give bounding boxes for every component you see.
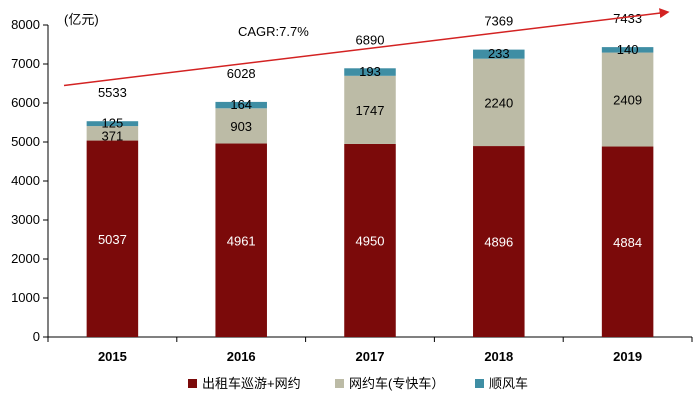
label-ride-hailing: 1747 bbox=[356, 103, 385, 118]
bar-segment-taxi bbox=[473, 146, 525, 337]
x-tick-label: 2017 bbox=[356, 349, 385, 364]
bar-segment-ride-hailing bbox=[473, 58, 525, 147]
total-label: 6890 bbox=[356, 32, 385, 47]
bar-segment-taxi bbox=[344, 143, 396, 337]
legend-item-taxi-label: 出租车巡游+网约 bbox=[202, 376, 301, 391]
x-tick-label: 2016 bbox=[227, 349, 256, 364]
bar-segment-ride-hailing bbox=[601, 52, 654, 147]
bar-segment-carpool bbox=[344, 68, 396, 76]
label-taxi: 5037 bbox=[98, 232, 127, 247]
y-tick-label: 5000 bbox=[11, 134, 40, 149]
legend-item-taxi-swatch bbox=[188, 379, 197, 388]
bar-segment-ride-hailing bbox=[215, 108, 267, 144]
label-ride-hailing: 2240 bbox=[484, 95, 513, 110]
x-axis: 2015 2016 2017 2018 2019 bbox=[47, 336, 693, 364]
y-tick-label: 7000 bbox=[11, 56, 40, 71]
y-axis: 0 1000 2000 3000 4000 5000 6000 7000 8000 bbox=[11, 17, 49, 344]
total-label: 5533 bbox=[98, 85, 127, 100]
bars bbox=[86, 47, 654, 337]
total-label: 6028 bbox=[227, 66, 256, 81]
bar-segment-carpool bbox=[601, 47, 654, 53]
label-ride-hailing: 371 bbox=[102, 128, 124, 143]
cagr-annotation: CAGR:7.7% bbox=[238, 24, 309, 39]
label-taxi: 4961 bbox=[227, 233, 256, 248]
bar-segment-taxi bbox=[601, 146, 654, 337]
label-carpool: 164 bbox=[230, 97, 252, 112]
legend-item-ride-hailing-label: 网约车(专快车） bbox=[349, 376, 444, 391]
bar-segment-carpool bbox=[215, 101, 267, 109]
x-tick-label: 2015 bbox=[98, 349, 127, 364]
y-tick-label: 2000 bbox=[11, 251, 40, 266]
bar-segment-carpool bbox=[86, 121, 139, 127]
y-tick-label: 0 bbox=[33, 329, 40, 344]
bar-segment-ride-hailing bbox=[344, 75, 396, 144]
label-ride-hailing: 2409 bbox=[613, 93, 642, 108]
label-ride-hailing: 903 bbox=[230, 119, 252, 134]
y-tick-label: 6000 bbox=[11, 95, 40, 110]
x-tick-label: 2018 bbox=[484, 349, 513, 364]
bar-segment-taxi bbox=[215, 143, 267, 337]
label-carpool: 193 bbox=[359, 64, 381, 79]
label-taxi: 4896 bbox=[484, 235, 513, 250]
total-label: 7433 bbox=[613, 11, 642, 26]
y-tick-label: 1000 bbox=[11, 290, 40, 305]
total-label: 7369 bbox=[484, 14, 513, 29]
legend: 出租车巡游+网约 网约车(专快车） 顺风车 bbox=[188, 376, 528, 391]
y-tick-label: 8000 bbox=[11, 17, 40, 32]
label-carpool: 140 bbox=[617, 42, 639, 57]
label-carpool: 233 bbox=[488, 46, 510, 61]
cagr-arrow bbox=[63, 8, 670, 87]
label-taxi: 4884 bbox=[613, 235, 642, 250]
bar-segment-taxi bbox=[86, 140, 139, 337]
legend-item-carpool-swatch bbox=[475, 379, 484, 388]
bar-segment-ride-hailing bbox=[86, 126, 139, 141]
y-tick-label: 3000 bbox=[11, 212, 40, 227]
legend-item-ride-hailing-swatch bbox=[335, 379, 344, 388]
y-tick-label: 4000 bbox=[11, 173, 40, 188]
bar-segment-carpool bbox=[473, 49, 525, 59]
label-carpool: 125 bbox=[102, 116, 124, 131]
legend-item-carpool-label: 顺风车 bbox=[489, 376, 528, 391]
label-taxi: 4950 bbox=[356, 233, 385, 248]
unit-label: (亿元) bbox=[64, 12, 99, 27]
x-tick-label: 2019 bbox=[613, 349, 642, 364]
